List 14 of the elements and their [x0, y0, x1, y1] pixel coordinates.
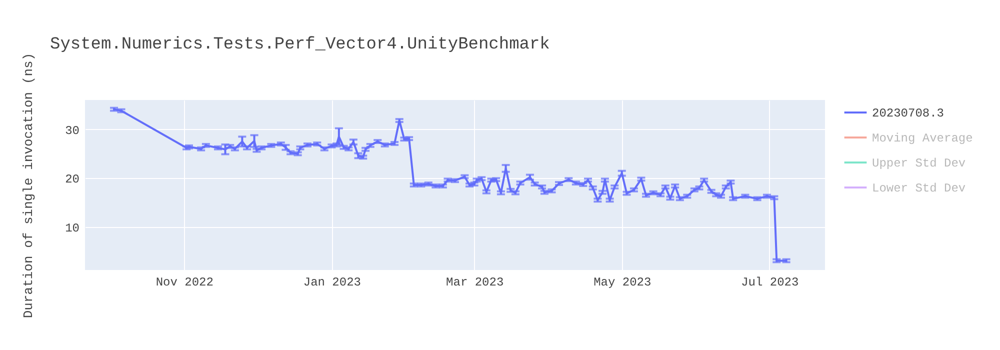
x-tick-label: Jul 2023 [741, 276, 799, 290]
legend-label: Moving Average [872, 132, 973, 146]
y-axis-title: Duration of single invocation (ns) [21, 52, 36, 318]
y-tick-label: 30 [65, 124, 80, 138]
x-tick-label: Nov 2022 [156, 276, 214, 290]
x-tick-label: May 2023 [594, 276, 652, 290]
y-tick-label: 10 [65, 222, 80, 236]
legend-label: Upper Std Dev [872, 156, 966, 170]
x-tick-label: Mar 2023 [446, 276, 504, 290]
y-tick-label: 20 [65, 172, 80, 187]
x-tick-label: Jan 2023 [303, 276, 361, 290]
legend-label: Lower Std Dev [872, 182, 966, 196]
legend-label: 20230708.3 [872, 106, 944, 120]
chart-title: System.Numerics.Tests.Perf_Vector4.UnityBenchmark [50, 35, 550, 54]
